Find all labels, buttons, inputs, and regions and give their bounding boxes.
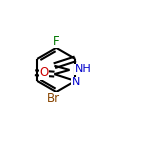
Text: NH: NH: [75, 64, 92, 74]
Text: Br: Br: [47, 92, 60, 105]
Text: F: F: [53, 35, 60, 48]
Text: N: N: [72, 77, 80, 87]
Text: O: O: [40, 66, 49, 79]
